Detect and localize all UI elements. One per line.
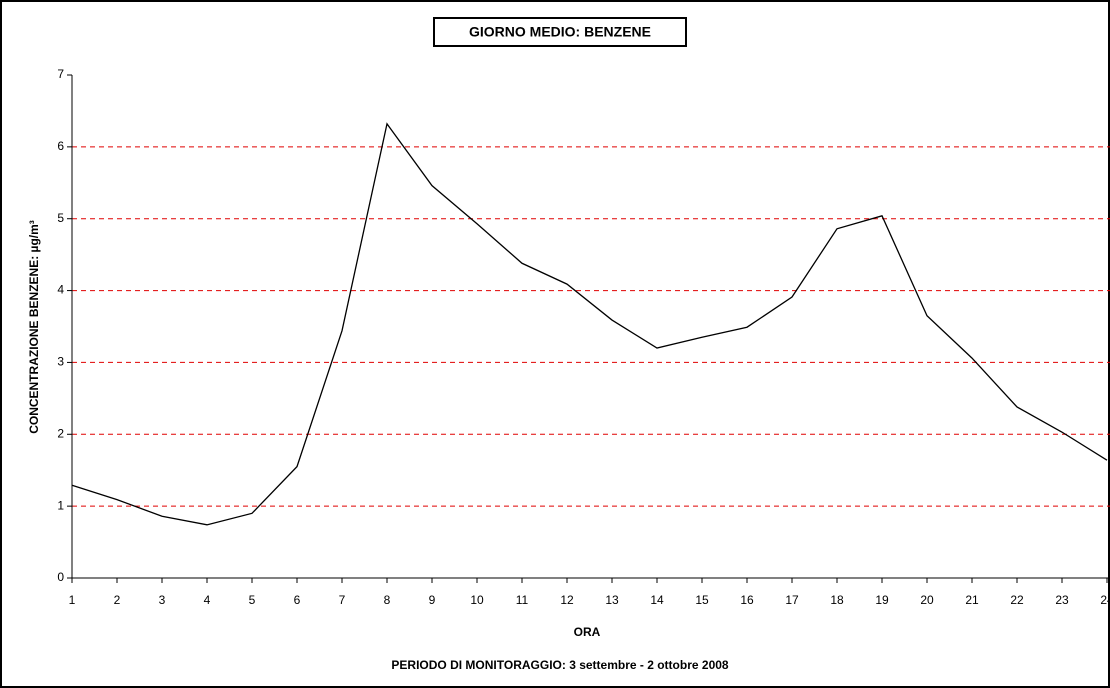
x-tick-label: 9	[429, 593, 436, 607]
x-tick-label: 19	[875, 593, 889, 607]
x-tick-label: 18	[830, 593, 844, 607]
x-tick-label: 3	[159, 593, 166, 607]
y-tick-label: 3	[57, 355, 64, 369]
x-tick-label: 17	[785, 593, 799, 607]
y-tick-label: 2	[57, 426, 64, 440]
x-tick-label: 24	[1100, 593, 1110, 607]
x-tick-label: 16	[740, 593, 754, 607]
note: PERIODO DI MONITORAGGIO: 3 settembre - 2…	[391, 658, 729, 672]
x-tick-label: 4	[204, 593, 211, 607]
x-tick-label: 11	[516, 593, 529, 607]
x-axis-label: ORA	[574, 625, 601, 639]
x-tick-label: 10	[470, 593, 484, 607]
x-tick-label: 13	[605, 593, 619, 607]
x-tick-label: 23	[1055, 593, 1069, 607]
y-tick-label: 5	[57, 211, 64, 225]
x-tick-label: 15	[695, 593, 709, 607]
y-tick-label: 1	[57, 498, 64, 512]
x-tick-label: 5	[249, 593, 256, 607]
x-tick-label: 6	[294, 593, 301, 607]
chart-title: GIORNO MEDIO: BENZENE	[469, 24, 651, 40]
x-tick-label: 1	[69, 593, 76, 607]
line	[71, 122, 1108, 526]
y-tick-label: 6	[57, 139, 64, 153]
x-tick-label: 21	[965, 593, 979, 607]
y-tick-label: 0	[57, 570, 64, 584]
x-tick-label: 2	[114, 593, 121, 607]
x-tick-label: 22	[1010, 593, 1024, 607]
x-tick-label: 14	[650, 593, 664, 607]
x-tick-label: 12	[560, 593, 574, 607]
y-tick-label: 4	[57, 283, 64, 297]
y-axis-label: CONCENTRAZIONE BENZENE: µg/m³	[27, 220, 41, 434]
title-box	[433, 17, 687, 47]
x-tick-label: 20	[920, 593, 934, 607]
y-tick-label: 7	[57, 67, 64, 81]
x-tick-label: 7	[339, 593, 346, 607]
x-tick-label: 8	[384, 593, 391, 607]
